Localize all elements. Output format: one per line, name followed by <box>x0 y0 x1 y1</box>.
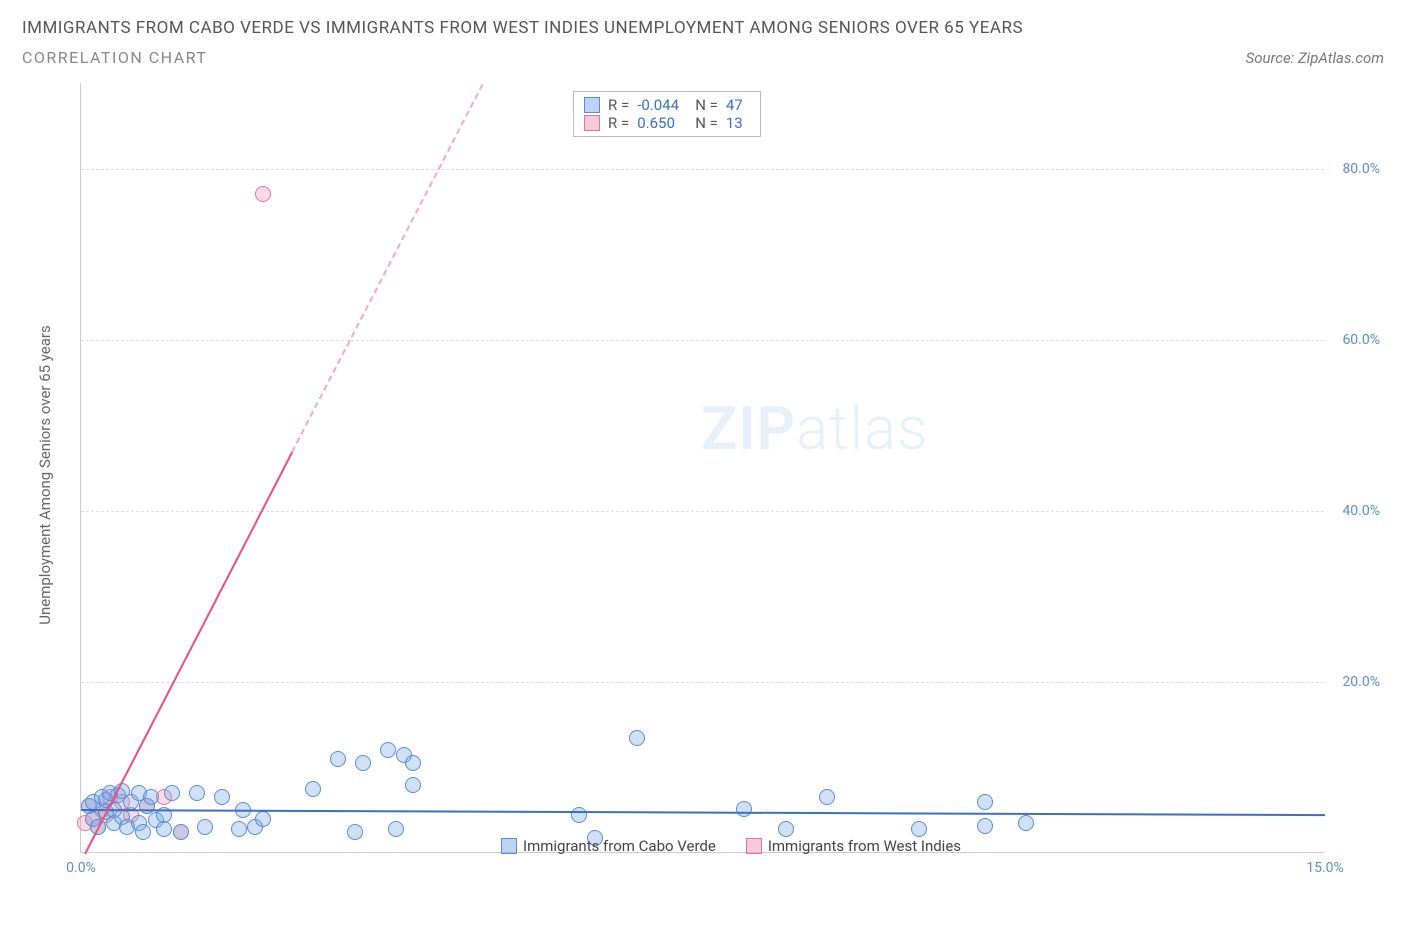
stat-r-label: R = <box>608 96 629 114</box>
legend-label: Immigrants from West Indies <box>768 837 961 855</box>
source-credit: Source: ZipAtlas.com <box>1246 49 1384 67</box>
y-tick-label: 60.0% <box>1330 332 1380 348</box>
scatter-point <box>347 824 363 840</box>
scatter-point <box>330 751 346 767</box>
chart-subtitle: CORRELATION CHART <box>22 48 207 67</box>
plot-region: ZIPatlas 20.0%40.0%60.0%80.0%0.0%15.0%R … <box>80 83 1324 853</box>
y-axis-label: Unemployment Among Seniors over 65 years <box>36 325 54 624</box>
scatter-point <box>255 186 271 202</box>
stat-n-value: 47 <box>726 96 750 114</box>
scatter-point <box>164 785 180 801</box>
legend-swatch <box>746 838 762 854</box>
legend-label: Immigrants from Cabo Verde <box>523 837 716 855</box>
scatter-point <box>231 821 247 837</box>
scatter-point <box>355 755 371 771</box>
scatter-point <box>197 819 213 835</box>
x-tick-label: 0.0% <box>66 860 96 876</box>
scatter-point <box>778 821 794 837</box>
gridline <box>81 682 1324 683</box>
stat-n-label: N = <box>695 96 718 114</box>
y-tick-label: 80.0% <box>1330 161 1380 177</box>
scatter-point <box>736 801 752 817</box>
stat-r-value: 0.650 <box>637 114 687 132</box>
source-name: ZipAtlas.com <box>1298 49 1384 67</box>
scatter-point <box>173 824 189 840</box>
scatter-point <box>214 789 230 805</box>
y-tick-label: 20.0% <box>1330 674 1380 690</box>
scatter-point <box>977 794 993 810</box>
subtitle-row: CORRELATION CHART Source: ZipAtlas.com <box>22 48 1384 67</box>
scatter-point <box>629 730 645 746</box>
scatter-point <box>143 789 159 805</box>
scatter-point <box>305 781 321 797</box>
scatter-point <box>1018 815 1034 831</box>
legend-swatch <box>584 97 600 113</box>
gridline <box>81 169 1324 170</box>
stat-r-label: R = <box>608 114 629 132</box>
watermark-rest: atlas <box>796 393 929 464</box>
stats-box: R = -0.044 N = 47 R = 0.650 N = 13 <box>573 91 761 137</box>
series-legend: Immigrants from Cabo Verde Immigrants fro… <box>501 837 961 855</box>
watermark: ZIPatlas <box>701 393 929 464</box>
scatter-point <box>388 821 404 837</box>
scatter-point <box>571 807 587 823</box>
scatter-point <box>405 755 421 771</box>
source-label: Source: <box>1246 49 1298 67</box>
legend-swatch <box>584 115 600 131</box>
legend-swatch <box>501 838 517 854</box>
stat-n-label: N = <box>695 114 718 132</box>
stats-row: R = -0.044 N = 47 <box>584 96 750 114</box>
trend-line <box>292 84 485 453</box>
y-tick-label: 40.0% <box>1330 503 1380 519</box>
scatter-point <box>977 818 993 834</box>
x-tick-label: 15.0% <box>1306 860 1344 876</box>
scatter-point <box>819 789 835 805</box>
scatter-point <box>911 821 927 837</box>
chart-title: IMMIGRANTS FROM CABO VERDE VS IMMIGRANTS… <box>22 18 1384 38</box>
scatter-point <box>156 821 172 837</box>
stat-n-value: 13 <box>726 114 750 132</box>
scatter-point <box>380 742 396 758</box>
stats-row: R = 0.650 N = 13 <box>584 114 750 132</box>
scatter-point <box>255 811 271 827</box>
scatter-point <box>189 785 205 801</box>
gridline <box>81 340 1324 341</box>
chart-area: Unemployment Among Seniors over 65 years… <box>22 75 1382 895</box>
scatter-point <box>405 777 421 793</box>
watermark-bold: ZIP <box>701 393 796 464</box>
legend-item: Immigrants from West Indies <box>746 837 961 855</box>
gridline <box>81 511 1324 512</box>
legend-item: Immigrants from Cabo Verde <box>501 837 716 855</box>
stat-r-value: -0.044 <box>637 96 687 114</box>
scatter-point <box>135 824 151 840</box>
